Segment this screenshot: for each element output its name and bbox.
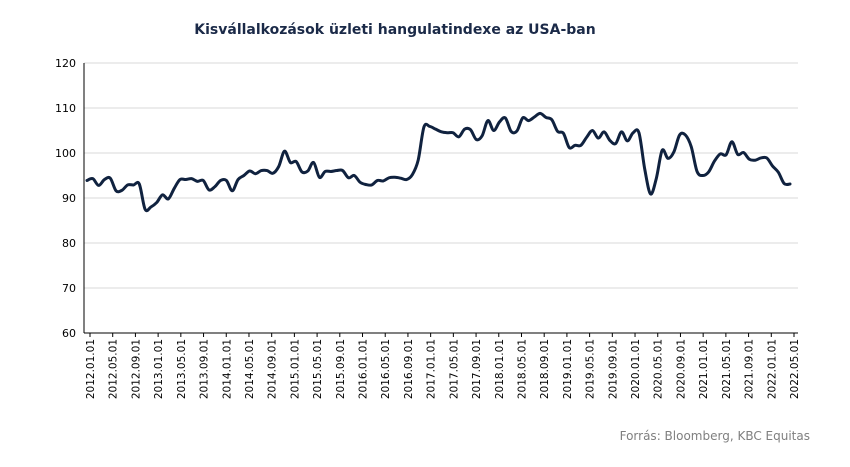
chart-title: Kisvállalkozások üzleti hangulatindexe a…: [194, 22, 596, 38]
x-axis-ticks: 2012.01.01 2012.05.01 2012.09.01 2013.01.01…: [85, 333, 801, 399]
y-tick-label-80: 80: [62, 237, 76, 250]
y-axis-ticks: 60 70 80 90 100 110 120: [55, 57, 76, 340]
x-tick-label: 2016.01.01: [358, 339, 370, 399]
y-tick-label-90: 90: [62, 192, 76, 205]
gridlines: [84, 62, 798, 289]
x-tick-label: 2019.09.01: [607, 339, 619, 399]
x-tick-label: 2012.09.01: [130, 339, 142, 399]
x-tick-label: 2018.01.01: [494, 339, 506, 399]
x-tick-label: 2017.09.01: [471, 339, 483, 399]
x-tick-label: 2021.09.01: [744, 339, 756, 399]
x-tick-label: 2017.01.01: [426, 339, 438, 399]
x-tick-label: 2013.09.01: [199, 339, 211, 399]
x-tick-label: 2012.01.01: [85, 339, 97, 399]
x-tick-label: 2022.01.01: [766, 339, 778, 399]
x-tick-label: 2020.09.01: [675, 339, 687, 399]
source-note: Forrás: Bloomberg, KBC Equitas: [619, 429, 810, 443]
y-tick-label-60: 60: [62, 327, 76, 340]
x-tick-label: 2018.09.01: [539, 339, 551, 399]
x-tick-label: 2014.09.01: [267, 339, 279, 399]
x-tick-label: 2015.01.01: [289, 339, 301, 399]
x-tick-label: 2020.01.01: [630, 339, 642, 399]
x-tick-label: 2019.05.01: [585, 339, 597, 399]
x-tick-label: 2015.09.01: [335, 339, 347, 399]
x-tick-label: 2013.05.01: [176, 339, 188, 399]
x-tick-label: 2016.09.01: [403, 339, 415, 399]
x-tick-label: 2016.05.01: [380, 339, 392, 399]
y-tick-label-120: 120: [55, 57, 76, 70]
axes: [83, 63, 798, 334]
x-tick-label: 2018.05.01: [516, 339, 528, 399]
y-tick-label-110: 110: [55, 102, 76, 115]
y-tick-label-100: 100: [55, 147, 76, 160]
series-line: [85, 111, 792, 213]
x-tick-label: 2017.05.01: [448, 339, 460, 399]
x-tick-label: 2019.01.01: [562, 339, 574, 399]
x-tick-label: 2014.01.01: [221, 339, 233, 399]
x-tick-label: 2021.01.01: [698, 339, 710, 399]
y-tick-label-70: 70: [62, 282, 76, 295]
x-tick-label: 2014.05.01: [244, 339, 256, 399]
series-layer: [85, 111, 792, 213]
x-tick-label: 2013.01.01: [153, 339, 165, 399]
x-tick-label: 2022.05.01: [789, 339, 801, 399]
x-tick-label: 2021.05.01: [721, 339, 733, 399]
x-tick-label: 2020.05.01: [653, 339, 665, 399]
x-tick-label: 2015.05.01: [312, 339, 324, 399]
x-tick-label: 2012.05.01: [108, 339, 120, 399]
